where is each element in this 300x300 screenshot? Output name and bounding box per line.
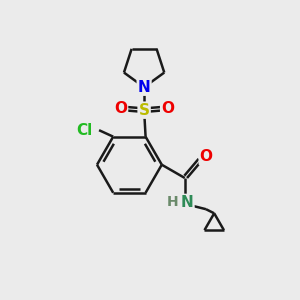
Text: Cl: Cl bbox=[76, 123, 92, 138]
Text: O: O bbox=[114, 101, 127, 116]
Text: O: O bbox=[161, 101, 174, 116]
Text: H: H bbox=[167, 195, 178, 209]
Text: O: O bbox=[200, 149, 213, 164]
Text: N: N bbox=[181, 195, 194, 210]
Text: N: N bbox=[138, 80, 151, 95]
Text: S: S bbox=[139, 103, 150, 118]
